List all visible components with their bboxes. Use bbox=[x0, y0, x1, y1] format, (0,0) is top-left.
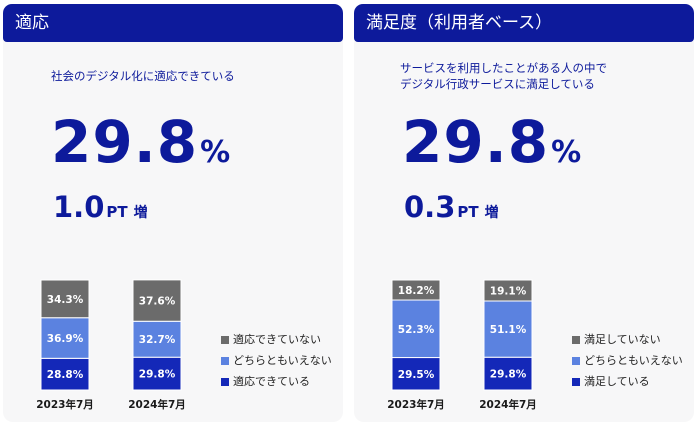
bar-segment bbox=[391, 357, 441, 391]
data-label: 28.8% bbox=[47, 369, 84, 381]
category-label: 2023年7月 bbox=[36, 398, 94, 411]
legend-item-adapted: 適応できている bbox=[221, 371, 332, 392]
chart-legend: 適応できていない どちらともいえない 適応できている bbox=[221, 329, 332, 392]
legend-swatch bbox=[221, 356, 229, 365]
legend-label: 満足している bbox=[584, 374, 650, 388]
headline-unit: % bbox=[551, 135, 582, 170]
data-label: 51.1% bbox=[490, 324, 527, 336]
bar-segment bbox=[483, 300, 533, 358]
data-label: 29.8% bbox=[490, 369, 527, 381]
bar-segment bbox=[132, 320, 182, 358]
legend-label: 満足していない bbox=[584, 332, 661, 346]
data-label: 32.7% bbox=[139, 334, 176, 346]
panel-title: 適応 bbox=[3, 4, 343, 42]
data-label: 29.8% bbox=[139, 369, 176, 381]
data-label: 36.9% bbox=[47, 333, 84, 345]
headline-value: 29.8% bbox=[402, 108, 581, 176]
legend-item-neutral: どちらともいえない bbox=[572, 350, 683, 371]
headline-value: 29.8% bbox=[51, 108, 230, 176]
delta-unit: PT bbox=[457, 203, 479, 221]
stacked-bar-chart: 28.8% 36.9% 34.3% 2023年7月 29.8% 32.7% 37.6% 202… bbox=[36, 279, 186, 411]
bar-segment bbox=[483, 279, 533, 302]
bar-segment bbox=[40, 317, 90, 359]
legend-swatch bbox=[221, 335, 229, 344]
delta-number: 1.0 bbox=[53, 190, 105, 224]
panel-description: サービスを利用したことがある人の中で デジタル行政サービスに満足している bbox=[400, 60, 607, 92]
panel-description: 社会のデジタル化に適応できている bbox=[51, 68, 235, 84]
legend-item-neutral: どちらともいえない bbox=[221, 350, 332, 371]
panel-satisfaction: 満足度（利用者ベース） サービスを利用したことがある人の中で デジタル行政サービ… bbox=[354, 4, 694, 422]
legend-swatch bbox=[572, 356, 580, 365]
data-label: 34.3% bbox=[47, 294, 84, 306]
headline-number: 29.8 bbox=[51, 108, 199, 176]
legend-label: どちらともいえない bbox=[233, 353, 332, 367]
legend-swatch bbox=[221, 377, 229, 386]
panel-title: 満足度（利用者ベース） bbox=[354, 4, 694, 42]
bar-segment bbox=[391, 299, 441, 359]
legend-label: 適応できている bbox=[233, 374, 310, 388]
delta-value: 0.3 PT 増 bbox=[404, 190, 499, 224]
stacked-bar-chart: 29.5% 52.3% 18.2% 2023年7月 29.8% 51.1% 19.1% 202… bbox=[387, 279, 537, 411]
legend-label: どちらともいえない bbox=[584, 353, 683, 367]
category-label: 2023年7月 bbox=[387, 398, 445, 411]
legend-item-satisfied: 満足している bbox=[572, 371, 683, 392]
delta-value: 1.0 PT 増 bbox=[53, 190, 148, 224]
legend-swatch bbox=[572, 377, 580, 386]
delta-unit: PT bbox=[106, 203, 128, 221]
bar-segment bbox=[132, 356, 182, 391]
data-label: 18.2% bbox=[398, 285, 435, 297]
panel-adaptation: 適応 社会のデジタル化に適応できている 29.8% 1.0 PT 増 28.8% 36… bbox=[3, 4, 343, 422]
delta-word: 増 bbox=[133, 205, 148, 221]
bar-segment bbox=[40, 279, 90, 319]
bar-segment bbox=[391, 279, 441, 301]
legend-label: 適応できていない bbox=[233, 332, 321, 346]
legend-item-not-adapted: 適応できていない bbox=[221, 329, 332, 350]
data-label: 29.5% bbox=[398, 369, 435, 381]
category-label: 2024年7月 bbox=[128, 398, 186, 411]
delta-number: 0.3 bbox=[404, 190, 456, 224]
description-line: サービスを利用したことがある人の中で bbox=[400, 61, 607, 75]
description-line: 社会のデジタル化に適応できている bbox=[51, 69, 235, 83]
data-label: 19.1% bbox=[490, 286, 527, 298]
description-line: デジタル行政サービスに満足している bbox=[400, 77, 595, 91]
data-label: 52.3% bbox=[398, 324, 435, 336]
bar-segment bbox=[40, 357, 90, 391]
headline-number: 29.8 bbox=[402, 108, 550, 176]
data-label: 37.6% bbox=[139, 296, 176, 308]
legend-swatch bbox=[572, 335, 580, 344]
category-label: 2024年7月 bbox=[479, 398, 537, 411]
legend-item-not-satisfied: 満足していない bbox=[572, 329, 683, 350]
bar-segment bbox=[132, 279, 182, 322]
headline-unit: % bbox=[200, 135, 231, 170]
chart-legend: 満足していない どちらともいえない 満足している bbox=[572, 329, 683, 392]
delta-word: 増 bbox=[484, 205, 499, 221]
